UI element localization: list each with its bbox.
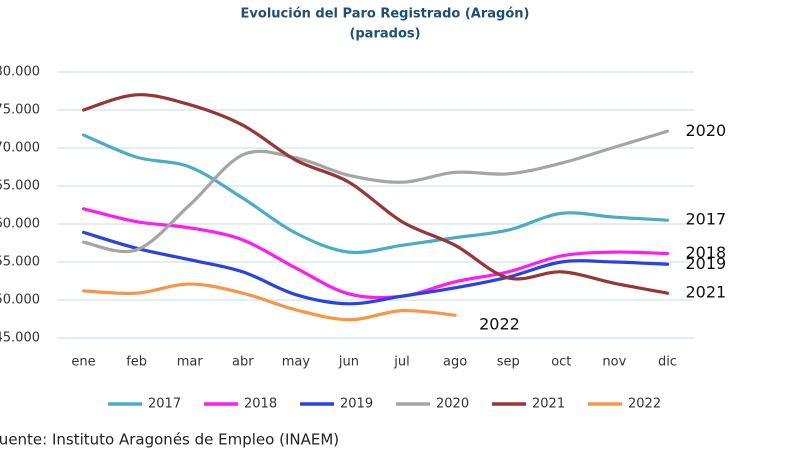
chart-title: Evolución del Paro Registrado (Aragón) bbox=[241, 7, 530, 22]
x-tick-label: may bbox=[282, 355, 311, 370]
chart-subtitle: (parados) bbox=[349, 27, 420, 42]
series-line bbox=[81, 129, 670, 254]
series-line bbox=[81, 207, 670, 300]
source: Fuente: Instituto Aragonés de Empleo (IN… bbox=[0, 431, 339, 449]
x-tick-label: jun bbox=[338, 355, 359, 370]
legend-label: 2021 bbox=[532, 397, 565, 412]
series-line bbox=[81, 93, 670, 295]
y-tick-label: 45.000 bbox=[0, 331, 40, 346]
legend-label: 2022 bbox=[628, 397, 661, 412]
legend-label: 2017 bbox=[148, 397, 181, 412]
series-end-label: 2017 bbox=[685, 210, 726, 229]
y-tick-label: 65.000 bbox=[0, 179, 40, 194]
x-tick-label: oct bbox=[551, 355, 571, 370]
x-tick-label: ago bbox=[443, 355, 467, 370]
x-tick-label: jul bbox=[393, 355, 409, 370]
x-tick-label: mar bbox=[177, 355, 204, 370]
series-line bbox=[81, 230, 670, 306]
x-tick-label: dic bbox=[658, 355, 677, 370]
series-end-label: 2021 bbox=[685, 283, 726, 302]
series-end-label: 2018 bbox=[685, 243, 726, 262]
y-tick-label: 60.000 bbox=[0, 217, 40, 232]
series-end-label: 2022 bbox=[479, 315, 520, 334]
x-tick-label: nov bbox=[602, 355, 626, 370]
x-tick-label: feb bbox=[126, 355, 147, 370]
x-tick-label: abr bbox=[232, 355, 254, 370]
series-line bbox=[81, 282, 457, 322]
series-end-label: 2019 bbox=[685, 254, 726, 273]
y-tick-label: 55.000 bbox=[0, 255, 40, 270]
series-line bbox=[81, 133, 670, 255]
legend-label: 2019 bbox=[340, 397, 373, 412]
x-tick-label: sep bbox=[497, 355, 520, 370]
x-tick-label: ene bbox=[71, 355, 95, 370]
legend-label: 2018 bbox=[244, 397, 277, 412]
y-tick-label: 70.000 bbox=[0, 141, 40, 156]
y-tick-label: 75.000 bbox=[0, 103, 40, 118]
y-tick-label: 80.000 bbox=[0, 65, 40, 80]
series-end-label: 2020 bbox=[685, 121, 726, 140]
y-tick-label: 50.000 bbox=[0, 293, 40, 308]
legend-label: 2020 bbox=[436, 397, 469, 412]
